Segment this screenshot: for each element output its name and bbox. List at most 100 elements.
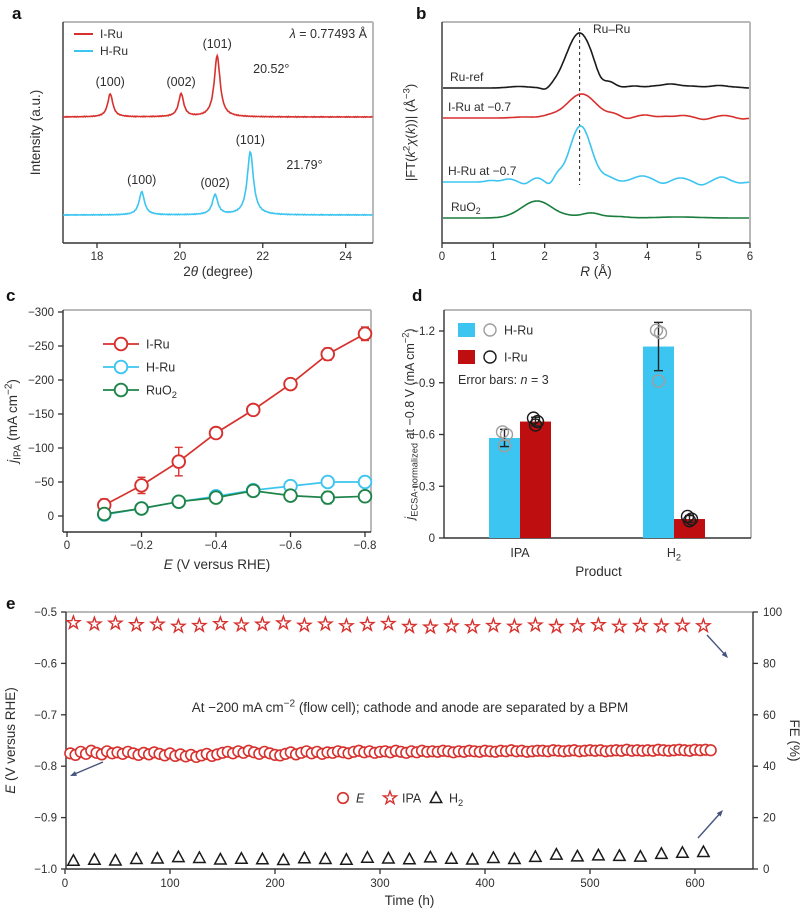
data-point-star	[694, 616, 712, 634]
legend-label: I-Ru	[100, 27, 123, 41]
x-tick-label: 0	[439, 251, 445, 263]
data-point-triangle	[87, 852, 102, 865]
data-point-star	[169, 617, 187, 634]
x-tick-label: 4	[644, 251, 651, 263]
x-tick-label: 2	[541, 251, 547, 263]
y-tick-label: −0.9	[34, 813, 57, 825]
x-tick-label: 0	[62, 878, 68, 890]
data-point-circle	[283, 488, 298, 503]
hkl-label: (101)	[203, 37, 232, 51]
data-point-circle	[113, 359, 129, 375]
data-point-star	[127, 615, 145, 633]
legend: I-Ru H-Ru	[74, 27, 128, 58]
data-point-circle	[653, 326, 668, 340]
data-point-star	[484, 616, 502, 633]
data-point-triangle	[675, 845, 690, 859]
axis-pointer-arrow	[706, 634, 728, 658]
x-tick-label: 300	[370, 878, 389, 890]
series-h-ru-at-0-7: H-Ru at −0.7	[443, 125, 750, 186]
panel-a-xrd: 18 20 22 24 2θ (degree) Intensity (a.u.) λ = 0…	[0, 0, 401, 280]
panel-d-chart: −1.2 −0.9 −0.6 −0.3 0 IPA H2 Product jECSA-norma…	[401, 309, 752, 579]
data-point-star	[64, 613, 82, 631]
x-axis-ticks: 18 20 22 24	[91, 243, 353, 263]
data-point-triangle	[318, 851, 333, 865]
data-point-star	[505, 617, 523, 634]
data-point-triangle	[213, 851, 228, 865]
data-point-circle	[649, 323, 664, 337]
data-point-triangle	[465, 851, 480, 865]
data-point-star	[106, 614, 124, 631]
x-tick-label: −0.8	[354, 540, 377, 552]
bar	[520, 421, 551, 538]
y-tick-label: −250	[28, 341, 54, 353]
x-axis-label: R (Å)	[580, 264, 612, 279]
x-axis-label: E (V versus RHE)	[164, 557, 271, 572]
data-point-triangle	[486, 850, 501, 864]
data-point-star	[148, 615, 166, 632]
plot-frame	[62, 21, 374, 244]
series-label: I-Ru at −0.7	[448, 100, 511, 114]
x-axis-ticks: 0 100 200 300 400 500 600	[62, 869, 705, 890]
data-point-circle	[96, 506, 112, 522]
legend: E IPA H2	[336, 789, 463, 808]
y-tick-label: 80	[763, 658, 776, 670]
x-tick-label: −0.2	[130, 540, 153, 552]
data-point-star	[463, 617, 481, 635]
data-point-triangle	[696, 844, 711, 858]
x-tick-label: 100	[160, 878, 179, 890]
series-e	[64, 743, 717, 764]
data-point-star	[274, 614, 292, 631]
y-axis-ticks: −300 −250 −200 −150 −100 −50 0	[28, 307, 63, 523]
data-point-triangle	[570, 848, 585, 862]
y-tick-label: −0.9	[412, 378, 435, 390]
x-axis-label: 2θ (degree)	[183, 264, 253, 279]
data-point-star	[400, 617, 418, 634]
data-point-circle	[320, 490, 336, 505]
hkl-label: (100)	[96, 75, 125, 89]
hkl-label: (002)	[167, 75, 196, 89]
data-point-circle	[283, 376, 298, 392]
y-tick-label: −300	[28, 307, 54, 319]
ru-ru-annotation: Ru–Ru	[593, 22, 630, 36]
data-point-circle	[357, 326, 373, 342]
y-tick-label: 0	[763, 864, 769, 876]
x-axis-ticks: 0 −0.2 −0.4 −0.6 −0.8	[64, 532, 377, 552]
data-point-triangle	[423, 849, 438, 863]
category-label: H2	[667, 546, 681, 562]
y-tick-label: −0.8	[34, 761, 57, 773]
y-tick-label: 100	[763, 607, 782, 619]
panel-letter-c: c	[6, 286, 16, 305]
y-axis-ticks: 100 80 60 40 20 0	[753, 607, 782, 876]
legend-label: H-Ru	[100, 44, 128, 58]
panel-letter-d: d	[412, 286, 423, 305]
panel-c-polarization: 0 −0.2 −0.4 −0.6 −0.8 −300 −250 −200 −150 −100 −50…	[0, 280, 401, 590]
data-point-star	[211, 614, 229, 632]
data-point-circle	[651, 374, 666, 388]
x-axis-label: Product	[575, 564, 622, 579]
x-axis-ticks: 0 1 2 3 4 5 6	[439, 243, 753, 263]
x-tick-label: 18	[91, 251, 104, 263]
data-point-star	[631, 616, 649, 633]
y-tick-label: −150	[28, 409, 54, 421]
hkl-label: (100)	[127, 173, 156, 187]
data-point-triangle	[402, 851, 417, 865]
data-point-circle	[320, 346, 336, 362]
x-tick-label: −0.6	[279, 540, 302, 552]
data-point-triangle	[150, 850, 165, 864]
data-point-circle	[245, 402, 261, 418]
plot-frame	[441, 21, 751, 244]
data-point-triangle	[549, 847, 564, 860]
data-point-triangle	[429, 790, 443, 804]
legend-label: I-Ru	[504, 351, 528, 365]
y-tick-label: 60	[763, 710, 776, 722]
data-point-triangle	[234, 851, 249, 864]
series-label: Ru-ref	[450, 70, 484, 84]
bar	[643, 346, 674, 538]
series-label: RuO2	[451, 200, 481, 216]
legend-label: H-Ru	[146, 361, 175, 375]
panel-e-stability: 0 100 200 300 400 500 600 −0.5 −0.6 −0.7 −0.8 −0.9−…	[0, 590, 802, 912]
series-label: H-Ru at −0.7	[448, 164, 517, 178]
data-point-star	[610, 617, 628, 634]
data-point-triangle	[276, 852, 291, 866]
data-point-circle	[483, 350, 497, 364]
